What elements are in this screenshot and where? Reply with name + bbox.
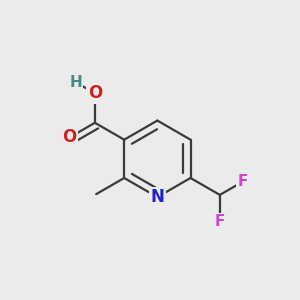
Text: F: F <box>214 214 225 229</box>
Text: N: N <box>150 188 164 206</box>
Text: O: O <box>88 84 102 102</box>
Text: O: O <box>62 128 76 146</box>
Text: F: F <box>238 174 248 189</box>
Text: H: H <box>69 75 82 90</box>
